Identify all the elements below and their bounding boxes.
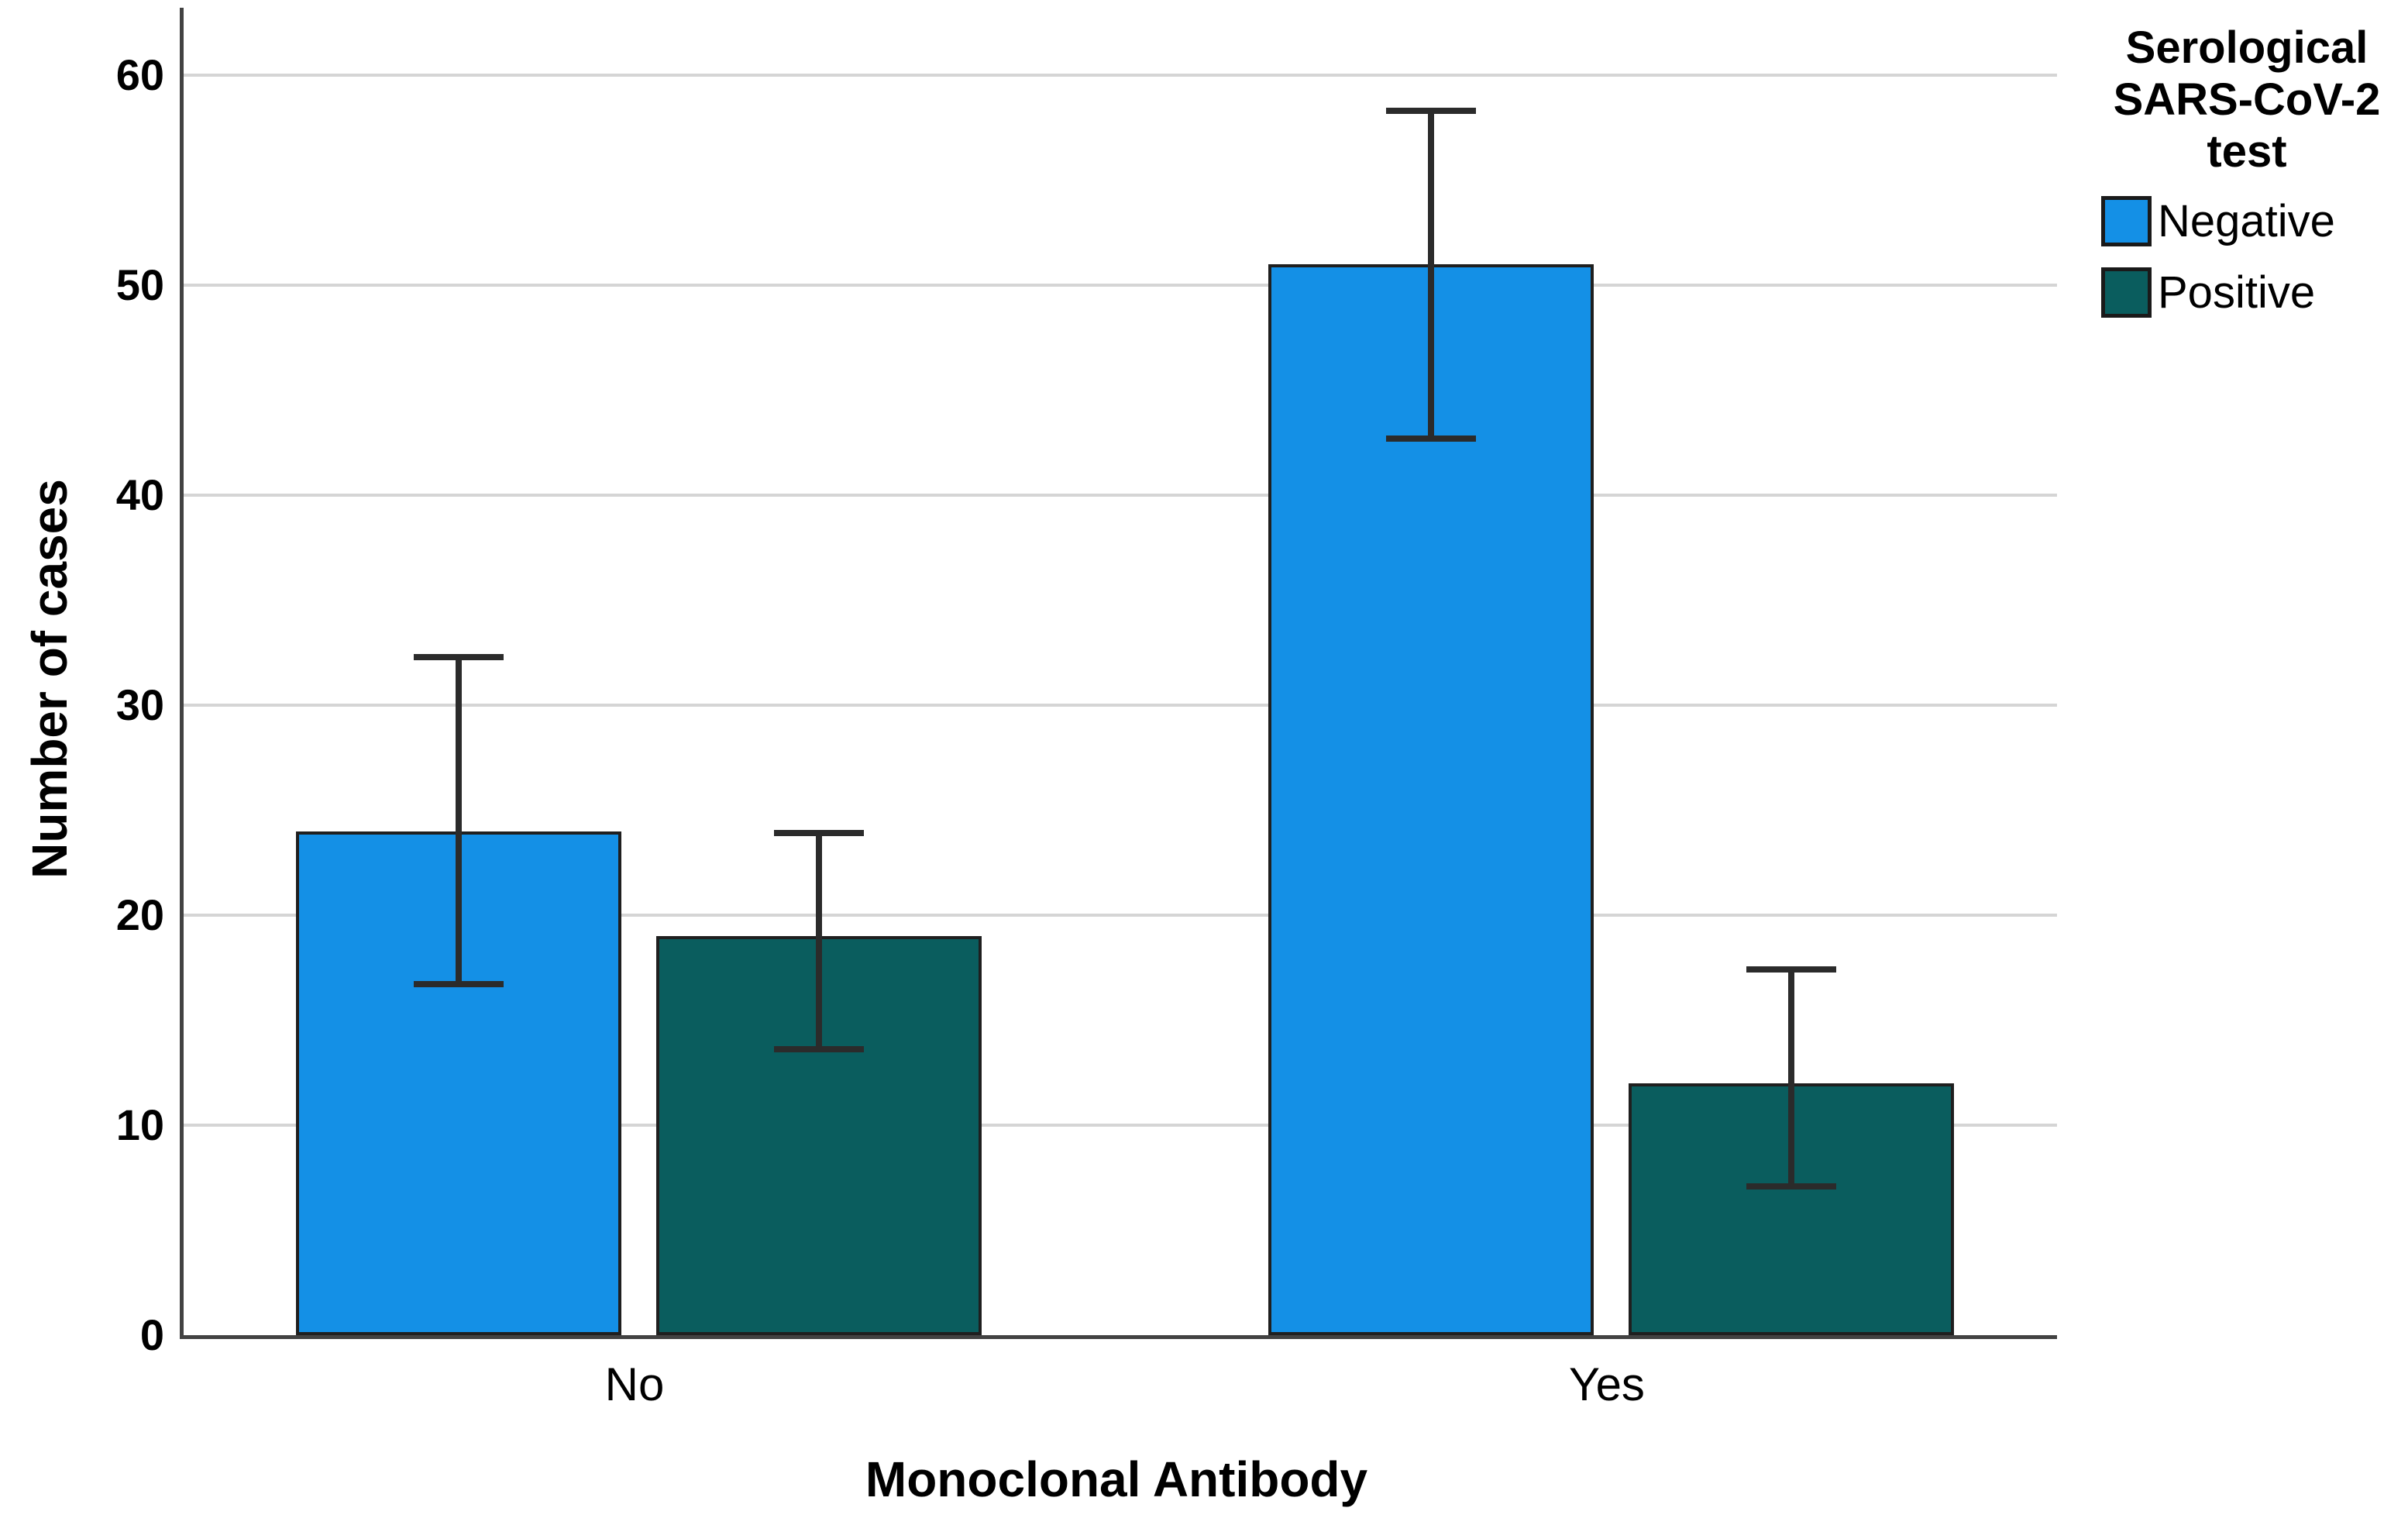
error-bar-yes-negative-cap-lower — [1385, 435, 1476, 442]
legend-title-line-1: Serological — [2125, 22, 2368, 73]
legend-entry-negative: Negative — [2101, 196, 2402, 246]
error-bar-yes-negative-cap-upper — [1385, 108, 1476, 115]
legend-swatch-negative-icon — [2101, 196, 2152, 246]
error-bar-yes-positive-stem — [1787, 969, 1794, 1186]
error-bar-yes-positive-cap-lower — [1746, 1183, 1836, 1189]
legend: Serological SARS-CoV-2 test Negative Posi… — [2092, 22, 2402, 339]
legend-title-line-3: test — [2207, 126, 2287, 177]
gridline-y-20 — [184, 914, 2057, 917]
legend-entries: Negative Positive — [2092, 196, 2402, 318]
gridline-y-40 — [184, 494, 2057, 497]
gridline-y-30 — [184, 704, 2057, 707]
gridline-y-60 — [184, 74, 2057, 77]
gridline-y-10 — [184, 1124, 2057, 1127]
plot-area — [180, 8, 2057, 1339]
error-bar-no-negative-stem — [455, 656, 462, 985]
bar-yes-negative — [1268, 263, 1594, 1335]
y-tick-label-10: 10 — [115, 1100, 164, 1149]
legend-swatch-positive-icon — [2101, 267, 2152, 318]
legend-title: Serological SARS-CoV-2 test — [2092, 22, 2402, 177]
error-bar-yes-negative-stem — [1427, 111, 1434, 439]
y-tick-label-20: 20 — [115, 890, 164, 939]
y-tick-label-60: 60 — [115, 50, 164, 99]
error-bar-no-negative-cap-lower — [413, 981, 504, 988]
y-tick-label-40: 40 — [115, 470, 164, 519]
legend-label-negative: Negative — [2158, 196, 2335, 246]
legend-title-line-2: SARS-CoV-2 — [2113, 74, 2381, 125]
x-axis-title: Monoclonal Antibody — [865, 1451, 1368, 1507]
error-bar-yes-positive-cap-upper — [1746, 966, 1836, 973]
error-bar-no-positive-cap-lower — [773, 1046, 864, 1053]
error-bar-no-positive-cap-upper — [773, 830, 864, 837]
x-category-label-yes: Yes — [1569, 1358, 1645, 1410]
y-tick-label-50: 50 — [115, 260, 164, 309]
y-tick-label-30: 30 — [115, 680, 164, 729]
y-tick-label-0: 0 — [139, 1310, 164, 1359]
x-category-label-no: No — [604, 1358, 665, 1410]
y-axis-title: Number of cases — [22, 479, 77, 879]
legend-entry-positive: Positive — [2101, 267, 2402, 318]
error-bar-no-negative-cap-upper — [413, 653, 504, 660]
error-bar-no-positive-stem — [815, 833, 822, 1050]
legend-label-positive: Positive — [2158, 267, 2316, 318]
gridline-y-50 — [184, 284, 2057, 287]
